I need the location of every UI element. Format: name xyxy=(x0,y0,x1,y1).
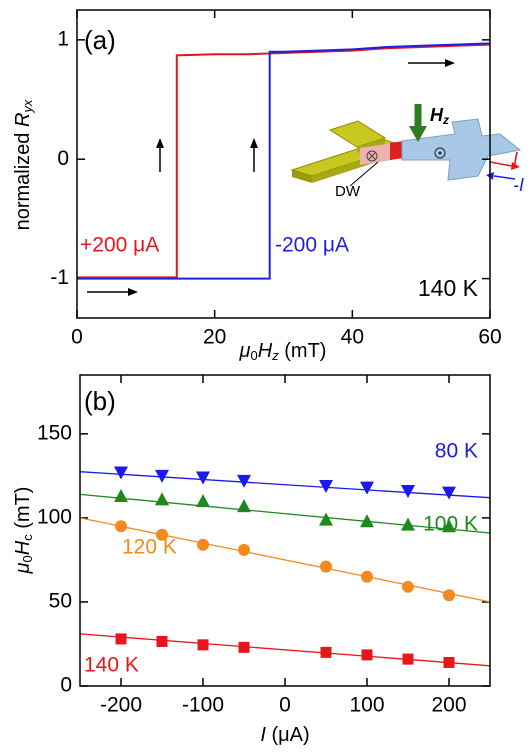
current-label: -I xyxy=(513,175,524,195)
data-point xyxy=(196,472,210,485)
label-part: μ xyxy=(12,562,34,574)
data-point xyxy=(443,589,455,601)
y-tick-label: 1 xyxy=(57,27,69,50)
data-point xyxy=(196,494,210,507)
data-point xyxy=(360,482,374,495)
label-part: (μA) xyxy=(266,724,310,746)
label-part: normalized xyxy=(12,127,34,230)
x-tick-label: 200 xyxy=(431,694,466,717)
x-axis-label: I (μA) xyxy=(260,724,309,746)
data-point xyxy=(116,633,127,644)
label-part: 0 xyxy=(20,555,35,562)
plot-frame xyxy=(77,10,490,318)
x-tick-label: 40 xyxy=(341,326,364,349)
label-part: R xyxy=(12,113,34,127)
data-point xyxy=(402,581,414,593)
x-tick-label: 0 xyxy=(71,326,83,349)
y-axis-label: normalized Ryx xyxy=(12,99,35,230)
field-label: Hz xyxy=(430,105,449,127)
annotation-arrows xyxy=(87,59,455,296)
fit-line xyxy=(80,634,490,666)
series-label: 120 K xyxy=(122,536,177,559)
x-tick-label: 60 xyxy=(478,326,501,349)
x-tick-label: -200 xyxy=(100,694,142,717)
label-part: μ xyxy=(239,340,251,362)
temperature-label: 140 K xyxy=(418,275,479,301)
data-point xyxy=(320,561,332,573)
panel-label: (a) xyxy=(84,25,116,55)
data-point xyxy=(114,489,128,502)
label-part: 0 xyxy=(251,348,258,363)
data-point xyxy=(198,639,209,650)
series-label: 140 K xyxy=(84,654,139,677)
y-tick-label: 100 xyxy=(37,505,72,528)
series-label: 100 K xyxy=(423,513,478,536)
field-label-sub: z xyxy=(442,113,449,127)
y-tick-label: -1 xyxy=(50,266,69,289)
data-point xyxy=(319,513,333,526)
data-point xyxy=(157,636,168,647)
y-tick-label: 150 xyxy=(37,421,72,444)
data-point xyxy=(401,518,415,531)
current-label: I xyxy=(513,149,518,169)
figure: (a) (b) 140 K DW Hz I -I μ0Hz (mT) norma… xyxy=(0,0,530,748)
label-part: H xyxy=(258,340,273,362)
label-part: yx xyxy=(20,99,35,114)
series-label: 80 K xyxy=(435,440,478,463)
x-tick-label: 100 xyxy=(349,694,384,717)
series-label: +200 μA xyxy=(80,234,159,257)
label-part: (mT) xyxy=(279,340,327,362)
fit-line xyxy=(80,472,490,498)
x-tick-label: -100 xyxy=(182,694,224,717)
dw-label: DW xyxy=(335,183,361,200)
data-point xyxy=(114,467,128,480)
x-tick-label: 0 xyxy=(279,694,291,717)
field-label-main: H xyxy=(430,105,444,125)
data-point xyxy=(321,647,332,658)
y-tick-label: 0 xyxy=(57,147,69,170)
y-tick-label: 0 xyxy=(60,674,72,697)
data-point xyxy=(237,499,251,512)
data-point xyxy=(197,539,209,551)
data-point xyxy=(403,654,414,665)
label-part: (mT) xyxy=(12,487,34,535)
y-tick-label: 50 xyxy=(49,589,72,612)
data-point xyxy=(155,492,169,505)
label-part: H xyxy=(12,540,34,555)
x-axis-label: μ0Hz (mT) xyxy=(239,340,327,363)
data-point xyxy=(238,544,250,556)
device-inset xyxy=(292,104,520,186)
data-point xyxy=(115,520,127,532)
data-point xyxy=(362,649,373,660)
data-point xyxy=(444,657,455,668)
series-label: -200 μA xyxy=(275,234,349,257)
data-point xyxy=(361,571,373,583)
data-point xyxy=(442,487,456,500)
data-point xyxy=(401,485,415,498)
data-point xyxy=(239,642,250,653)
panel-label: (b) xyxy=(84,386,116,416)
x-tick-label: 20 xyxy=(203,326,226,349)
y-axis-label: μ0Hc (mT) xyxy=(12,487,35,575)
